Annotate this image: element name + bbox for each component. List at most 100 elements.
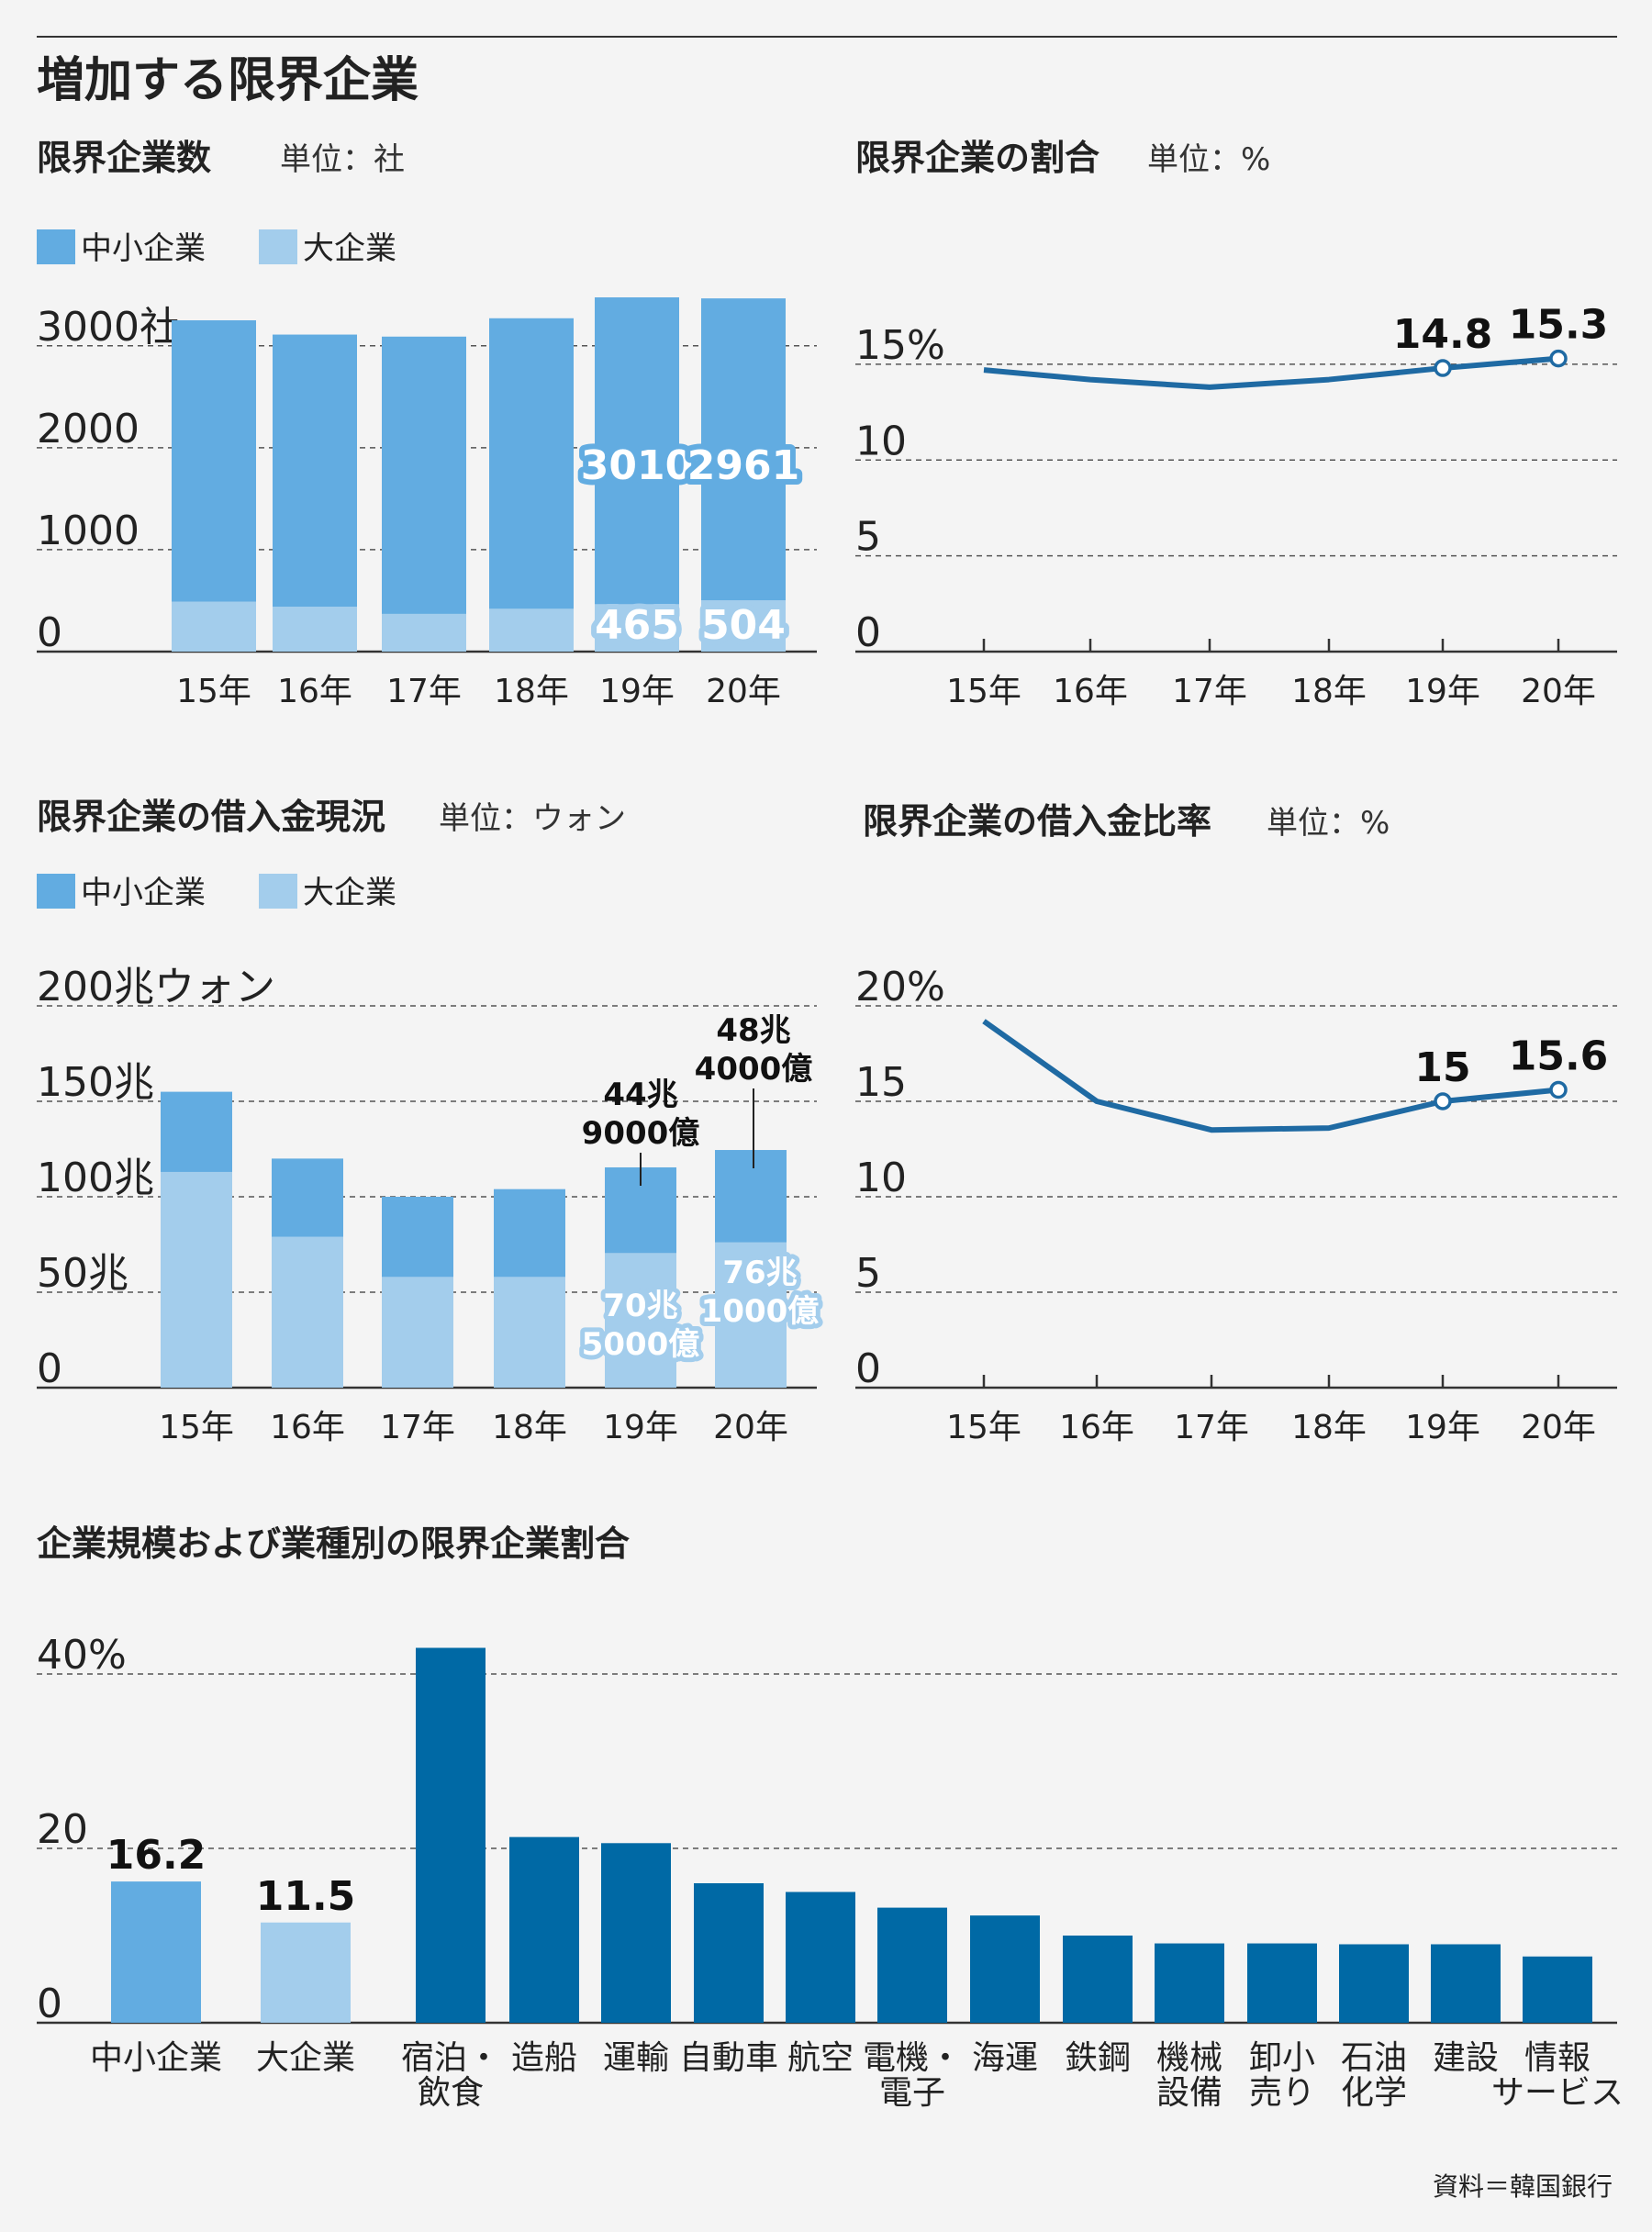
x-tick-label: 電機・ [863,2039,962,2077]
label-sme-20: 2961 [687,442,799,489]
y-tick-label: 0 [37,1981,62,2027]
bar-sme-20年 [715,1150,787,1243]
bar-鉄鋼 [1063,1936,1133,2023]
legend-large-swatch [259,874,297,909]
x-tick-label: 15年 [159,1409,234,1446]
data-point-marker [1434,1092,1452,1110]
bar-large-17年 [382,613,466,652]
bar-large-18年 [494,1277,565,1388]
x-tick-label: 運輸 [603,2039,669,2077]
data-point-marker [1434,359,1452,377]
label-large-19: 5000億 [582,1326,700,1363]
bar-宿泊・飲食 [416,1647,486,2023]
legend-sme-label: 中小企業 [81,230,206,267]
industry-chart-title: 企業規模および業種別の限界企業割合 [37,1523,630,1564]
bar-sme-15年 [172,320,256,602]
x-tick-label: 19年 [1405,673,1480,710]
x-tick-label: 20年 [1521,673,1596,710]
x-tick-label: 19年 [1405,1409,1480,1446]
bar-sme-19年 [595,297,679,605]
x-tick-label: 自動車 [679,2039,778,2077]
source-note: 資料＝韓国銀行 [1433,2171,1613,2202]
point-label: 15 [1414,1044,1470,1091]
bar-large-18年 [489,608,574,652]
callout-sme-19: 9000億 [582,1115,700,1152]
x-tick-label: 化学 [1341,2074,1407,2112]
bar-建設 [1431,1944,1501,2023]
x-tick-label: 海運 [972,2039,1038,2077]
page-title: 増加する限界企業 [37,53,419,108]
legend-large-label: 大企業 [303,875,396,911]
x-tick-label: 18年 [1291,673,1367,710]
y-tick-label: 0 [855,1345,881,1392]
y-tick-label: 100兆 [37,1155,154,1201]
x-tick-label: 機械 [1156,2039,1222,2077]
label-large-19: 465 [595,602,679,649]
y-tick-label: 40% [37,1632,127,1679]
x-tick-label: 飲食 [418,2074,484,2112]
legend-large-swatch [259,229,297,264]
label-large-20: 504 [701,602,786,649]
y-tick-label: 20 [37,1806,88,1853]
bar-航空 [786,1892,855,2023]
callout-sme-20: 4000億 [695,1051,813,1088]
bar-large-17年 [382,1277,453,1388]
bar-sme-17年 [382,336,466,614]
bar-large-20年 [701,600,786,652]
y-tick-label: 2000 [37,406,140,452]
series-line [983,355,1559,390]
legend-sme-swatch [37,229,75,264]
debt-chart-unit: 単位：ウォン [439,800,626,837]
y-tick-label: 15% [855,322,945,369]
bar-large-19年 [595,604,679,652]
point-label: 15.6 [1509,1033,1609,1080]
count-chart-unit: 単位：社 [280,141,405,178]
y-tick-label: 15 [855,1059,907,1106]
x-tick-label: 売り [1249,2074,1315,2112]
y-tick-label: 5 [855,1250,881,1297]
x-tick-label: 16年 [1053,673,1128,710]
legend-sme-swatch [37,874,75,909]
bar-sme-15年 [161,1091,232,1172]
bar-中小企業 [111,1881,201,2023]
x-tick-label: 中小企業 [90,2039,222,2077]
bar-運輸 [601,1843,671,2023]
x-tick-label: 17年 [1172,673,1247,710]
y-tick-label: 0 [855,609,881,656]
bar-海運 [970,1915,1040,2023]
bar-sme-18年 [494,1189,565,1278]
x-tick-label: 18年 [492,1409,567,1446]
bar-大企業 [261,1922,351,2023]
bar-sme-20年 [701,298,786,601]
x-tick-label: 情報 [1524,2039,1591,2077]
bar-石油化学 [1339,1944,1409,2023]
bar-電機・電子 [877,1907,947,2023]
bar-sme-18年 [489,318,574,609]
x-tick-label: 17年 [1174,1409,1249,1446]
y-tick-label: 1000 [37,508,140,554]
y-tick-label: 150兆 [37,1059,154,1106]
bar-情報サービス [1523,1956,1592,2023]
x-tick-label: 16年 [270,1409,345,1446]
count-legend: 中小企業 大企業 [37,229,396,267]
x-tick-label: 15年 [946,1409,1021,1446]
bar-large-20年 [715,1242,787,1388]
y-tick-label: 0 [37,1345,62,1392]
legend-sme-label: 中小企業 [81,875,206,911]
y-tick-label: 3000社 [37,304,180,351]
bar-sme-16年 [272,1158,343,1237]
label-large-20: 1000億 [701,1293,820,1330]
x-tick-label: 15年 [176,673,251,710]
y-tick-label: 10 [855,1155,907,1201]
x-tick-label: 設備 [1156,2074,1222,2112]
bar-large-15年 [172,601,256,652]
label-sme-19: 3010 [581,442,693,489]
debt-ratio-chart-unit: 単位：% [1267,805,1390,842]
y-tick-label: 200兆ウォン [37,964,275,1010]
y-tick-label: 10 [855,418,907,464]
x-tick-label: 大企業 [256,2039,355,2077]
data-point-marker [1549,1080,1568,1099]
x-tick-label: 17年 [380,1409,455,1446]
ratio-chart-unit: 単位：% [1147,141,1270,178]
